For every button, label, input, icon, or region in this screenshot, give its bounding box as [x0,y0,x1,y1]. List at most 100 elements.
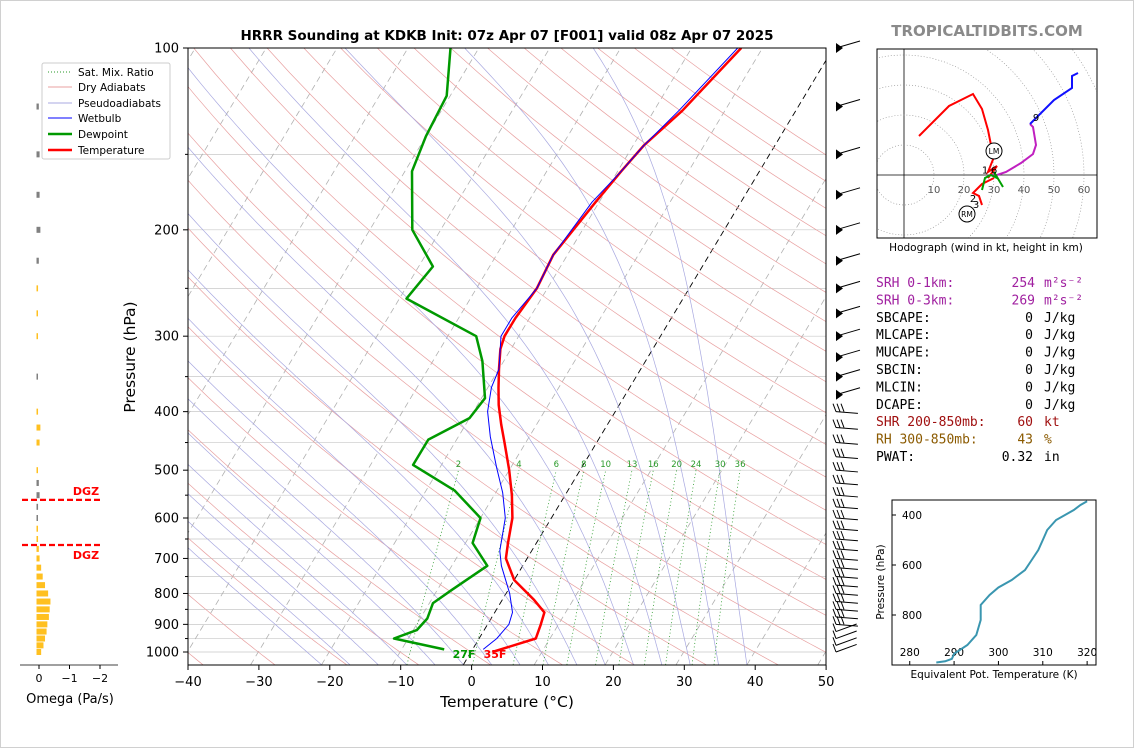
omega-bar [36,564,42,571]
mixing-ratio-label: 2 [456,460,461,470]
omega-bar [36,525,38,532]
pseudoadiabat [464,48,719,665]
dry-adiabat [230,48,826,511]
x-tick-label: 40 [747,675,764,690]
storm-motion-marker [958,205,976,223]
theta-e-y-tick-label: 400 [902,510,922,522]
omega-bar [36,535,39,542]
dry-adiabat [188,179,826,653]
wind-barb [832,509,858,521]
omega-bar [36,151,40,158]
mixing-ratio-label: 13 [627,460,638,470]
wind-barb [832,498,858,510]
theta-e-frame [891,499,1097,666]
hodograph-segment [1029,72,1079,125]
y-tick-label: 800 [154,587,179,602]
index-value: 0 [1025,311,1033,326]
dry-adiabat [188,429,491,665]
dry-adiabat [377,48,826,383]
omega-bar [36,408,39,415]
mixing-ratio-line [472,470,520,665]
wind-barb [832,637,857,646]
theta-e-ylabel: Pressure (hPa) [875,544,887,619]
dry-adiabat [523,48,826,265]
wind-barb [832,540,858,552]
wind-barb [832,530,858,542]
hodograph-height-label: 6 [991,166,997,177]
hodograph-ring-label: 20 [958,185,971,196]
hodograph-ring [1032,49,1085,238]
hodograph-ring-label: 40 [1018,185,1031,196]
wind-barb [832,434,858,445]
omega-bar [36,373,38,380]
pseudoadiabat [188,269,549,665]
omega-panel: DGZ DGZ 0 −1 −2 [20,103,118,685]
omega-bar [36,621,48,628]
mixing-ratio-line [566,470,607,665]
index-label: SBCIN: [876,363,923,378]
theta-e-x-tick-label: 300 [988,647,1008,659]
skewt-ylabel: Pressure (hPa) [121,301,139,412]
hodograph-ring [877,144,935,206]
wind-barb [835,146,861,160]
theta-e-profile-line [936,500,1088,664]
legend-label: Wetbulb [78,113,122,125]
index-unit: J/kg [1044,363,1075,378]
mixing-ratio-label: 10 [600,460,611,470]
theta-e-x-tick-label: 320 [1077,647,1097,659]
isotherm-line [250,48,622,665]
y-tick-label: 900 [154,618,179,633]
index-label: DCAPE: [876,398,923,413]
hodograph-ring-label: 60 [1078,185,1091,196]
mixing-ratio-line [618,470,654,665]
omega-bar [36,573,43,580]
omega-bar [36,191,40,198]
wind-barb [832,487,858,498]
index-unit: % [1044,433,1052,448]
dry-adiabat [487,48,826,293]
omega-bar [36,613,49,620]
omega-bar [36,515,38,522]
omega-tick-label: 0 [36,672,43,685]
theta-e-y-tick-label: 800 [902,610,922,622]
x-tick-label: 10 [534,675,551,690]
wind-barb [835,349,861,363]
pseudoadiabat [188,67,634,665]
pseudoadiabat [188,146,606,665]
dewpoint-profile-line [392,48,489,651]
chart-title: HRRR Sounding at KDKB Init: 07z Apr 07 [… [240,28,773,44]
dgz-label: DGZ [73,549,99,562]
wind-barb [832,520,858,531]
theta-e-x-tick-label: 310 [1033,647,1053,659]
mixing-ratio-label: 36 [735,460,746,470]
wind-barb [832,559,858,570]
omega-bar [36,467,38,474]
theta-e-xlabel: Equivalent Pot. Temperature (K) [910,669,1077,681]
pseudoadiabat [188,360,492,665]
wind-barb [835,328,861,342]
hodograph-ring [877,114,965,236]
y-tick-label: 300 [154,330,179,345]
hodograph-segment [971,177,995,206]
wind-barb [832,550,858,561]
y-tick-label: 500 [154,464,179,479]
wind-barb [835,280,861,294]
skewt-xlabel: Temperature (°C) [439,693,574,711]
hodograph-segment [918,92,998,179]
y-tick-label: 400 [154,405,179,420]
y-tick-label: 1000 [146,646,179,661]
isotherm-line [817,650,826,665]
wind-barb [832,623,857,633]
mixing-ratio-label: 20 [671,460,682,470]
wind-barb [832,608,858,620]
pseudoadiabat [188,432,436,665]
mixing-ratio-label: 4 [516,460,521,470]
dry-adiabat [188,227,779,665]
brand-watermark: TROPICALTIDBITS.COM [891,22,1083,40]
omega-bar [36,310,38,317]
legend-label: Dry Adiabats [78,82,146,94]
mixing-ratio-line [713,470,741,665]
index-unit: in [1044,450,1060,465]
mixing-ratio-label: 8 [581,460,586,470]
